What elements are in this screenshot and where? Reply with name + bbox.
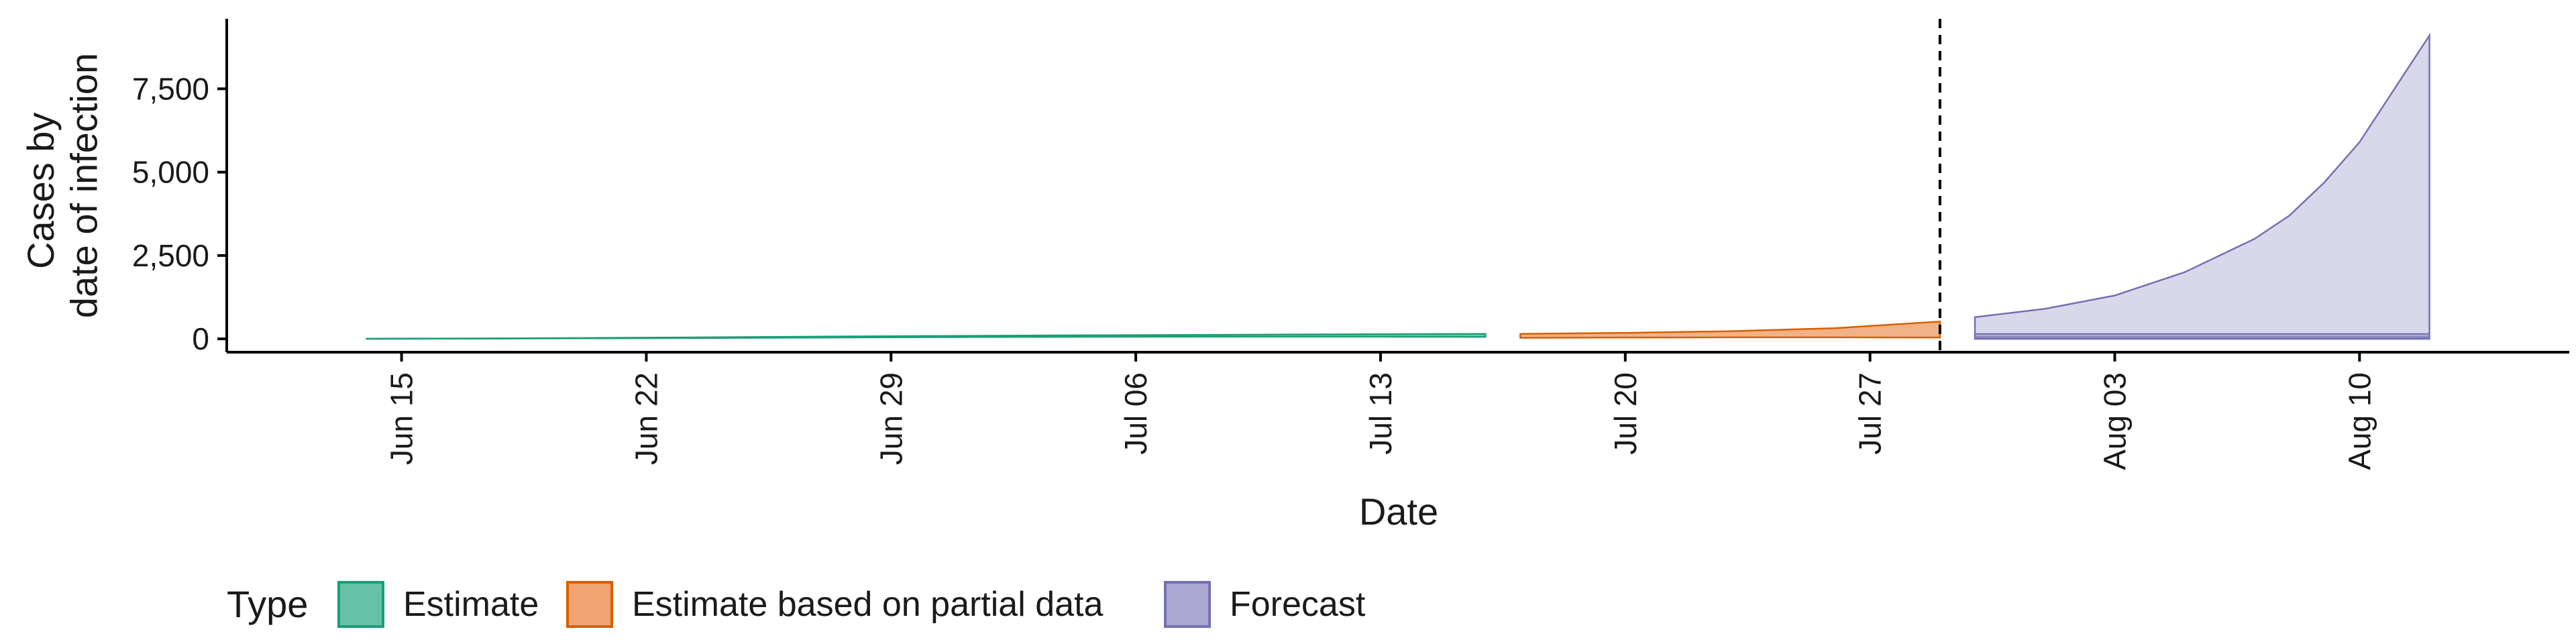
x-tick-label: Jul 13	[1363, 372, 1398, 455]
y-tick-label: 7,500	[132, 71, 209, 106]
plot-areas	[366, 32, 2430, 340]
area-estimate	[366, 333, 1487, 340]
x-tick-label: Jun 15	[384, 372, 419, 465]
y-axis-title: Cases by date of infection	[19, 53, 105, 318]
legend-swatch-estimate-based-on-partial-data	[566, 581, 613, 628]
legend-swatch-estimate	[337, 581, 384, 628]
x-tick-label: Jul 27	[1853, 372, 1888, 455]
y-ticks: 0 2,500 5,000 7,500	[132, 71, 227, 356]
legend-label-estimate-based-on-partial-data: Estimate based on partial data	[632, 585, 1104, 624]
area-forecast	[1974, 32, 2430, 340]
x-tick-label: Jun 29	[873, 372, 908, 465]
y-tick-label: 5,000	[132, 155, 209, 190]
x-tick-label: Jul 06	[1118, 372, 1153, 455]
y-axis-title-line-1: Cases by	[19, 113, 62, 269]
axes: 0 2,500 5,000 7,500 Jun 15 Jun 22 Jun 29 Jul 0…	[132, 19, 2569, 470]
y-tick-label: 2,500	[132, 238, 209, 273]
area-estimate-based-on-partial-data	[1519, 320, 1941, 339]
x-tick-label: Jun 22	[629, 372, 663, 465]
y-tick-label: 0	[192, 321, 209, 356]
legend-label-forecast: Forecast	[1230, 585, 1366, 624]
y-axis-title-line-2: date of infection	[62, 53, 105, 318]
forecast-inner-band	[1974, 333, 2430, 338]
x-ticks: Jun 15 Jun 22 Jun 29 Jul 06 Jul 13 Jul 20 Jul …	[384, 352, 2377, 470]
legend-label-estimate: Estimate	[403, 585, 539, 624]
x-tick-label: Aug 03	[2097, 372, 2132, 470]
x-axis-title: Date	[1359, 490, 1438, 533]
x-tick-label: Aug 10	[2342, 372, 2377, 470]
legend-swatch-forecast	[1164, 581, 1211, 628]
legend-title: Type	[227, 583, 308, 625]
x-tick-label: Jul 20	[1608, 372, 1643, 455]
legend: Type Estimate Estimate based on partial d…	[227, 581, 1366, 628]
